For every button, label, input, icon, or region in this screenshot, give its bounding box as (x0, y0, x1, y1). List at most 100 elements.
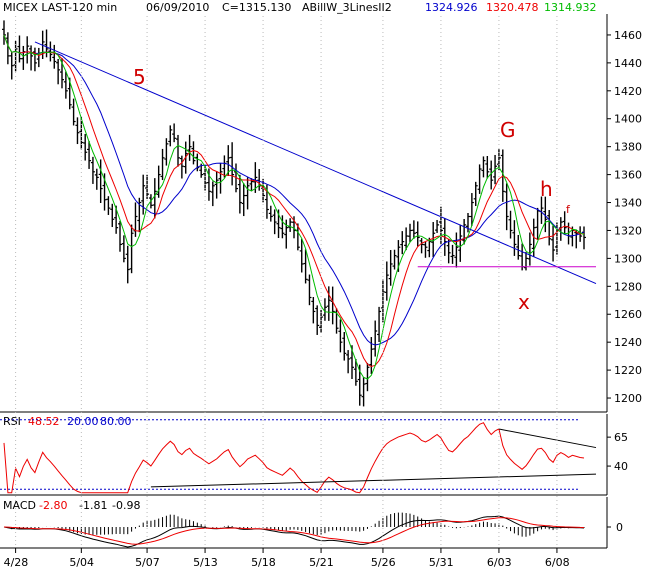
price-bar (361, 377, 366, 407)
price-bar (191, 141, 196, 165)
x-tick-label: 5/18 (251, 556, 276, 569)
price-bar (203, 165, 208, 191)
price-bar (253, 162, 258, 193)
price-bar (52, 44, 57, 69)
price-bar (551, 225, 556, 262)
price-y-tick-label: 1240 (614, 336, 642, 349)
rsi-value: 48.52 (28, 415, 60, 428)
price-overlays (3, 34, 585, 380)
price-bar (307, 274, 312, 306)
price-bar (489, 160, 494, 190)
overlay-line-red (3, 34, 585, 368)
macd-label: MACD (3, 499, 36, 512)
price-y-tick-label: 1260 (614, 308, 642, 321)
annotation-x: x (518, 290, 530, 314)
price-bar (156, 165, 161, 198)
rsi-high-level: 80.00 (100, 415, 132, 428)
price-bar (547, 210, 552, 246)
macd-y-tick-label: 0 (616, 521, 623, 534)
price-bar (164, 138, 169, 166)
rsi-label: RSI (3, 415, 21, 428)
indicator-green-value: 1314.932 (544, 1, 597, 14)
price-bar (272, 209, 277, 235)
macd-hist-value: -0.98 (112, 499, 140, 512)
price-bar (469, 193, 474, 226)
rsi-low-level: 20.00 (67, 415, 99, 428)
price-bar (280, 215, 285, 239)
macd-series (3, 512, 585, 548)
price-bar (168, 125, 173, 147)
rsi-trendline-lower (150, 473, 597, 488)
price-bar (230, 142, 235, 186)
symbol-label: MICEX LAST-120 min (3, 1, 117, 14)
price-y-tick-label: 1340 (614, 197, 642, 210)
price-bar (160, 148, 165, 181)
overlay-line-blue (3, 34, 585, 346)
price-bar (516, 234, 521, 260)
price-bar (245, 177, 250, 210)
price-bar (400, 231, 405, 255)
rsi-series (0, 419, 597, 494)
price-bar (485, 155, 490, 179)
macd-line (3, 515, 585, 548)
price-bar (106, 196, 111, 215)
price-bar (137, 197, 142, 233)
price-bar (527, 232, 532, 266)
price-bar (121, 235, 126, 263)
rsi-line (3, 422, 585, 494)
price-bar (125, 245, 130, 284)
price-bar (466, 212, 470, 233)
x-tick-label: 6/03 (487, 556, 512, 569)
x-tick-label: 5/07 (135, 556, 160, 569)
price-y-tick-label: 1400 (614, 113, 642, 126)
price-bar (473, 181, 478, 207)
price-bar (17, 35, 22, 63)
price-panel: 1200 1220 1240 1260 1280 1300 1320 1340 1360 1380… (0, 14, 642, 413)
price-bar (322, 298, 327, 321)
price-y-tick-label: 1440 (614, 57, 642, 70)
price-bar (176, 134, 180, 167)
rsi-y-axis: 40 65 (607, 431, 628, 473)
indicator-red-value: 1320.478 (486, 1, 539, 14)
annotation-5: 5 (133, 65, 146, 89)
price-bar (129, 224, 134, 274)
x-tick-label: 6/08 (545, 556, 570, 569)
macd-signal-value: -1.81 (79, 499, 107, 512)
price-y-tick-label: 1280 (614, 280, 642, 293)
price-y-tick-label: 1360 (614, 169, 642, 182)
price-bar (353, 359, 358, 386)
price-bar (377, 306, 382, 343)
price-bar (214, 171, 219, 199)
price-bar (524, 252, 528, 271)
price-bar (179, 155, 184, 179)
price-bar (508, 210, 513, 239)
price-bar (114, 205, 119, 234)
annotation-g: G (500, 118, 516, 142)
x-tick-label: 4/28 (4, 556, 29, 569)
price-bar (477, 164, 482, 194)
annotation-h: h (540, 177, 553, 201)
price-bar (450, 244, 455, 264)
price-bar (79, 116, 84, 150)
rsi-panel: RSI 48.52 20.00 80.00 40 65 (0, 414, 628, 496)
price-bar (63, 71, 68, 99)
price-bar (288, 218, 293, 232)
price-bar (454, 232, 459, 268)
rsi-trendline-upper (498, 428, 597, 449)
price-bar (118, 220, 122, 252)
price-y-tick-label: 1460 (614, 29, 642, 42)
price-bar (284, 219, 289, 249)
price-bar (226, 145, 231, 177)
price-bar (388, 250, 393, 286)
macd-panel: MACD -2.80 -1.81 -0.98 0 (0, 497, 623, 549)
price-bar (481, 156, 486, 178)
price-bar (110, 203, 115, 228)
indicator-name: ABillW_3LinesII2 (302, 1, 392, 14)
price-bar (562, 211, 567, 235)
price-bar (512, 220, 517, 256)
price-bar (462, 218, 467, 245)
price-bar (423, 241, 428, 258)
price-bar (392, 249, 397, 270)
price-bar (326, 286, 331, 321)
price-bar (303, 249, 308, 284)
